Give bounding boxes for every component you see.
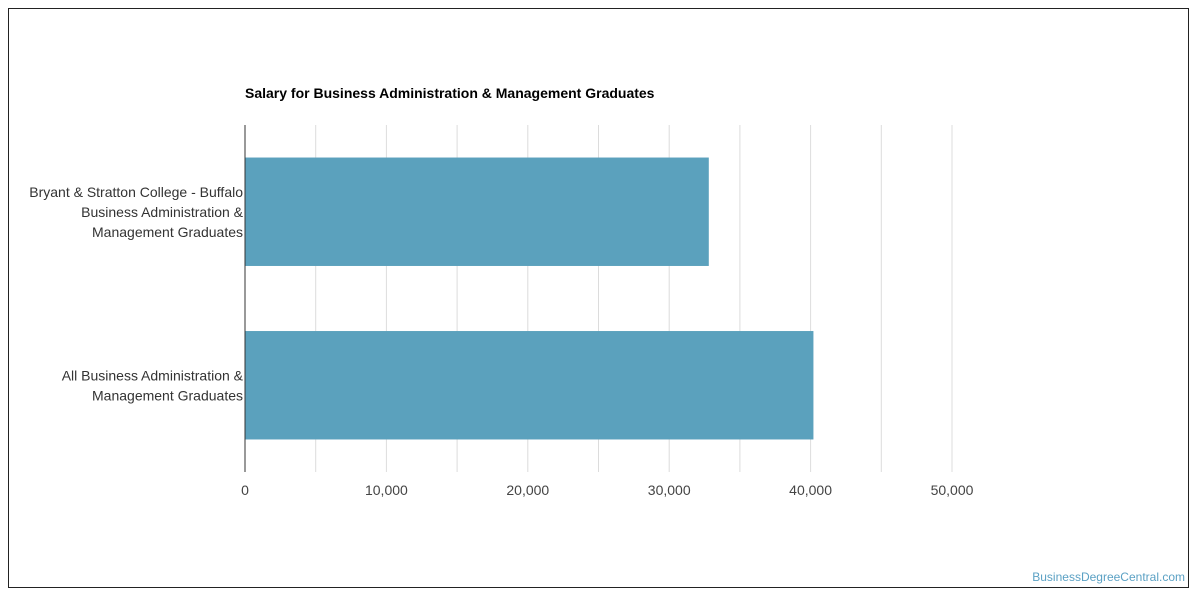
category-label: Business Administration & xyxy=(81,204,244,220)
category-label: Management Graduates xyxy=(92,224,243,240)
x-tick-label: 0 xyxy=(241,482,249,498)
x-tick-label: 50,000 xyxy=(931,482,974,498)
category-label: All Business Administration & xyxy=(62,367,244,383)
x-tick-label: 40,000 xyxy=(789,482,832,498)
x-tick-label: 10,000 xyxy=(365,482,408,498)
x-tick-label: 20,000 xyxy=(506,482,549,498)
x-tick-label: 30,000 xyxy=(648,482,691,498)
bar xyxy=(245,331,814,440)
bar xyxy=(245,157,709,266)
category-label: Management Graduates xyxy=(92,387,243,403)
watermark-link[interactable]: BusinessDegreeCentral.com xyxy=(1032,570,1185,584)
category-label: Bryant & Stratton College - Buffalo xyxy=(29,184,243,200)
chart-title: Salary for Business Administration & Man… xyxy=(245,85,655,101)
